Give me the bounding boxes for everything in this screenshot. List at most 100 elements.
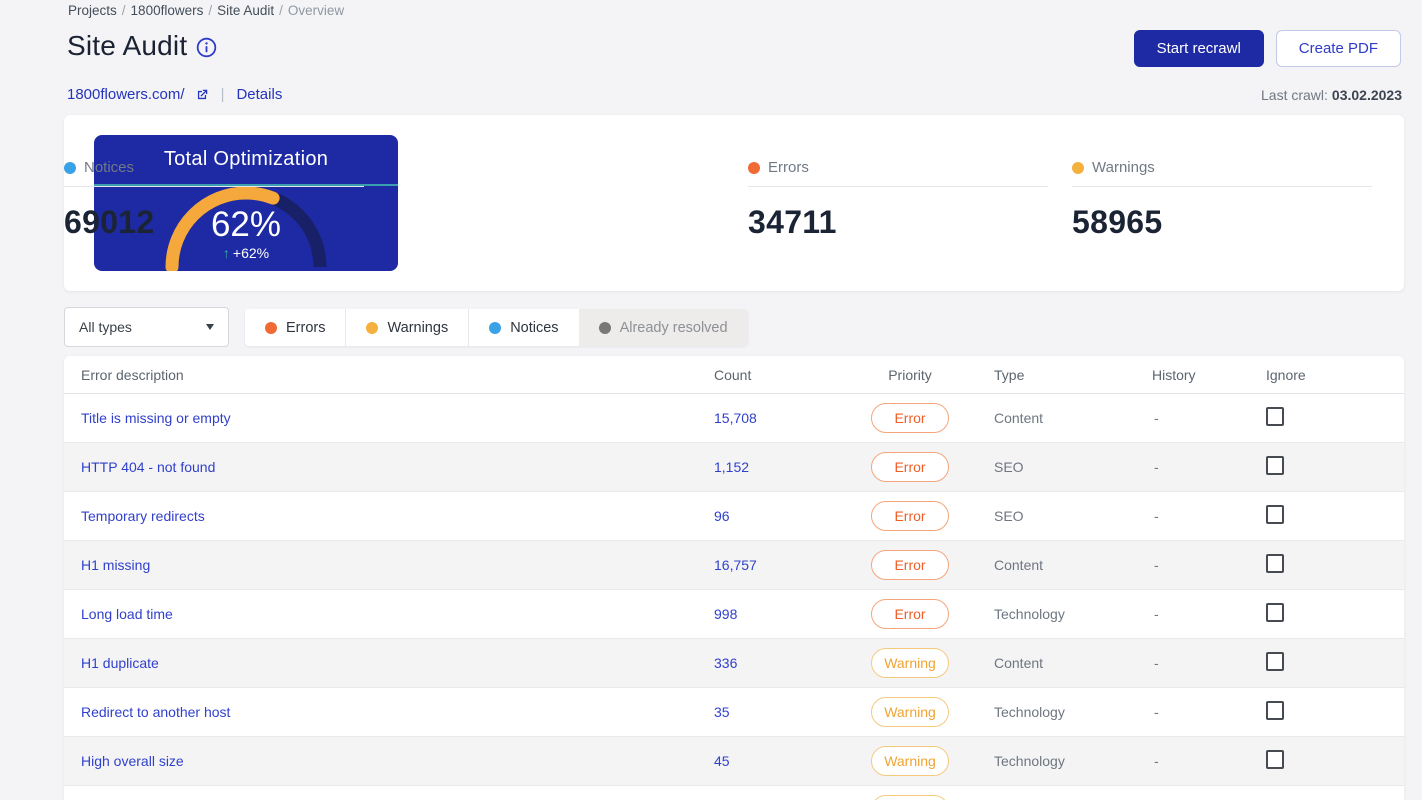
breadcrumb-overview: Overview xyxy=(287,3,345,18)
total-optimization-card: Total Optimization 62% ↑ +62% xyxy=(94,135,398,271)
gauge-delta: ↑ +62% xyxy=(94,245,398,261)
column-header-type: Type xyxy=(994,366,1025,383)
link-separator: | xyxy=(220,86,225,103)
filter-tab-notices[interactable]: Notices xyxy=(468,309,579,346)
gauge-arc xyxy=(165,186,327,271)
tab-label: Warnings xyxy=(387,319,449,336)
breadcrumb-project-name[interactable]: 1800flowers xyxy=(130,3,204,18)
header-actions: Start recrawl Create PDF xyxy=(1133,30,1401,67)
table-row: Title is missing or empty 15,708 Error C… xyxy=(64,394,1404,443)
ignore-checkbox[interactable] xyxy=(1266,456,1284,475)
stat-divider xyxy=(64,186,364,187)
stat-divider xyxy=(748,186,1048,187)
external-link-icon[interactable] xyxy=(195,88,209,102)
priority-badge: Error xyxy=(871,451,949,483)
table-row: Long load time 998 Error Technology - xyxy=(64,590,1404,639)
priority-badge: Error xyxy=(871,402,949,434)
error-description-link[interactable]: H1 duplicate xyxy=(81,655,159,671)
history-cell: - xyxy=(1154,606,1159,622)
stat-dot-icon xyxy=(748,161,760,174)
table-row: H1 missing 16,757 Error Content - xyxy=(64,541,1404,590)
ignore-checkbox[interactable] xyxy=(1266,407,1284,426)
tab-dot-icon xyxy=(489,321,502,334)
last-crawl: Last crawl: 03.02.2023 xyxy=(1261,87,1402,103)
priority-badge: Error xyxy=(871,598,949,630)
error-description-link[interactable]: Title is missing or empty xyxy=(81,410,231,426)
stat-value: 58965 xyxy=(1072,204,1163,240)
ignore-checkbox[interactable] xyxy=(1266,554,1284,573)
breadcrumb-separator: / xyxy=(208,3,213,18)
count-link[interactable]: 45 xyxy=(714,753,730,769)
filter-tabs: Errors Warnings Notices Already resolved xyxy=(245,309,748,346)
type-filter-value: All types xyxy=(79,319,132,335)
type-filter-select[interactable]: All types xyxy=(64,307,229,347)
table-row: Temporary redirects 96 Error SEO - xyxy=(64,492,1404,541)
error-description-link[interactable]: Long load time xyxy=(81,606,173,622)
priority-badge: Warning xyxy=(871,647,949,679)
type-cell: Technology xyxy=(994,753,1065,769)
history-cell: - xyxy=(1154,410,1159,426)
breadcrumb-projects[interactable]: Projects xyxy=(68,3,117,18)
chevron-down-icon xyxy=(206,324,214,330)
site-url-link[interactable]: 1800flowers.com/ xyxy=(67,86,185,103)
count-link[interactable]: 35 xyxy=(714,704,730,720)
count-link[interactable]: 16,757 xyxy=(714,557,757,573)
filter-tab-warnings[interactable]: Warnings xyxy=(345,309,469,346)
count-link[interactable]: 15,708 xyxy=(714,410,757,426)
table-body: Title is missing or empty 15,708 Error C… xyxy=(64,394,1404,800)
filter-tab-errors[interactable]: Errors xyxy=(245,309,346,346)
priority-badge: Warning xyxy=(871,745,949,777)
error-description-link[interactable]: Temporary redirects xyxy=(81,508,205,524)
ignore-checkbox[interactable] xyxy=(1266,603,1284,622)
info-icon[interactable] xyxy=(196,37,217,58)
create-pdf-button[interactable]: Create PDF xyxy=(1275,30,1401,67)
gauge-divider xyxy=(94,184,398,186)
type-cell: Technology xyxy=(994,606,1065,622)
type-cell: Content xyxy=(994,410,1044,426)
count-link[interactable]: 1,152 xyxy=(714,459,750,475)
history-cell: - xyxy=(1154,655,1159,671)
table-row: High overall size 45 Warning Technology … xyxy=(64,737,1404,786)
summary-stat: Notices 69012 xyxy=(64,159,364,241)
filter-tab-already-resolved[interactable]: Already resolved xyxy=(578,309,748,346)
table-row: Redirect to another host 35 Warning Tech… xyxy=(64,688,1404,737)
column-header-priority: Priority xyxy=(888,366,932,383)
ignore-checkbox[interactable] xyxy=(1266,701,1284,720)
priority-badge: Error xyxy=(871,549,949,581)
history-cell: - xyxy=(1154,459,1159,475)
error-description-link[interactable]: Redirect to another host xyxy=(81,704,231,720)
tab-dot-icon xyxy=(598,321,611,334)
count-link[interactable]: 96 xyxy=(714,508,730,524)
tab-label: Errors xyxy=(286,319,326,336)
column-header-description: Error description xyxy=(81,366,184,383)
table-row: H1 duplicate 336 Warning Content - xyxy=(64,639,1404,688)
stat-dot-icon xyxy=(64,161,76,174)
error-description-link[interactable]: H1 missing xyxy=(81,557,151,573)
history-cell: - xyxy=(1154,557,1159,573)
stat-value: 34711 xyxy=(748,204,837,240)
breadcrumb-separator: / xyxy=(279,3,283,18)
ignore-checkbox[interactable] xyxy=(1266,750,1284,769)
start-recrawl-button[interactable]: Start recrawl xyxy=(1133,30,1264,67)
tab-dot-icon xyxy=(366,321,379,334)
breadcrumb-site-audit[interactable]: Site Audit xyxy=(217,3,275,18)
column-header-ignore: Ignore xyxy=(1266,366,1306,383)
count-link[interactable]: 336 xyxy=(714,655,738,671)
count-link[interactable]: 998 xyxy=(714,606,738,622)
ignore-checkbox[interactable] xyxy=(1266,505,1284,524)
trend-up-icon: ↑ xyxy=(222,245,230,261)
site-subheader: 1800flowers.com/ | Details xyxy=(67,86,282,103)
error-description-link[interactable]: High overall size xyxy=(81,753,184,769)
table-row: Warning xyxy=(64,786,1404,800)
tab-label: Already resolved xyxy=(619,319,728,336)
error-description-link[interactable]: HTTP 404 - not found xyxy=(81,459,216,475)
tab-label: Notices xyxy=(510,319,559,336)
ignore-checkbox[interactable] xyxy=(1266,652,1284,671)
gauge-title: Total Optimization xyxy=(163,148,329,170)
details-link[interactable]: Details xyxy=(236,86,283,103)
type-cell: Technology xyxy=(994,704,1065,720)
page-title: Site Audit xyxy=(67,30,188,61)
gauge-delta-value: +62% xyxy=(232,245,270,261)
stat-label: Errors xyxy=(768,159,809,176)
column-header-history: History xyxy=(1152,366,1196,383)
